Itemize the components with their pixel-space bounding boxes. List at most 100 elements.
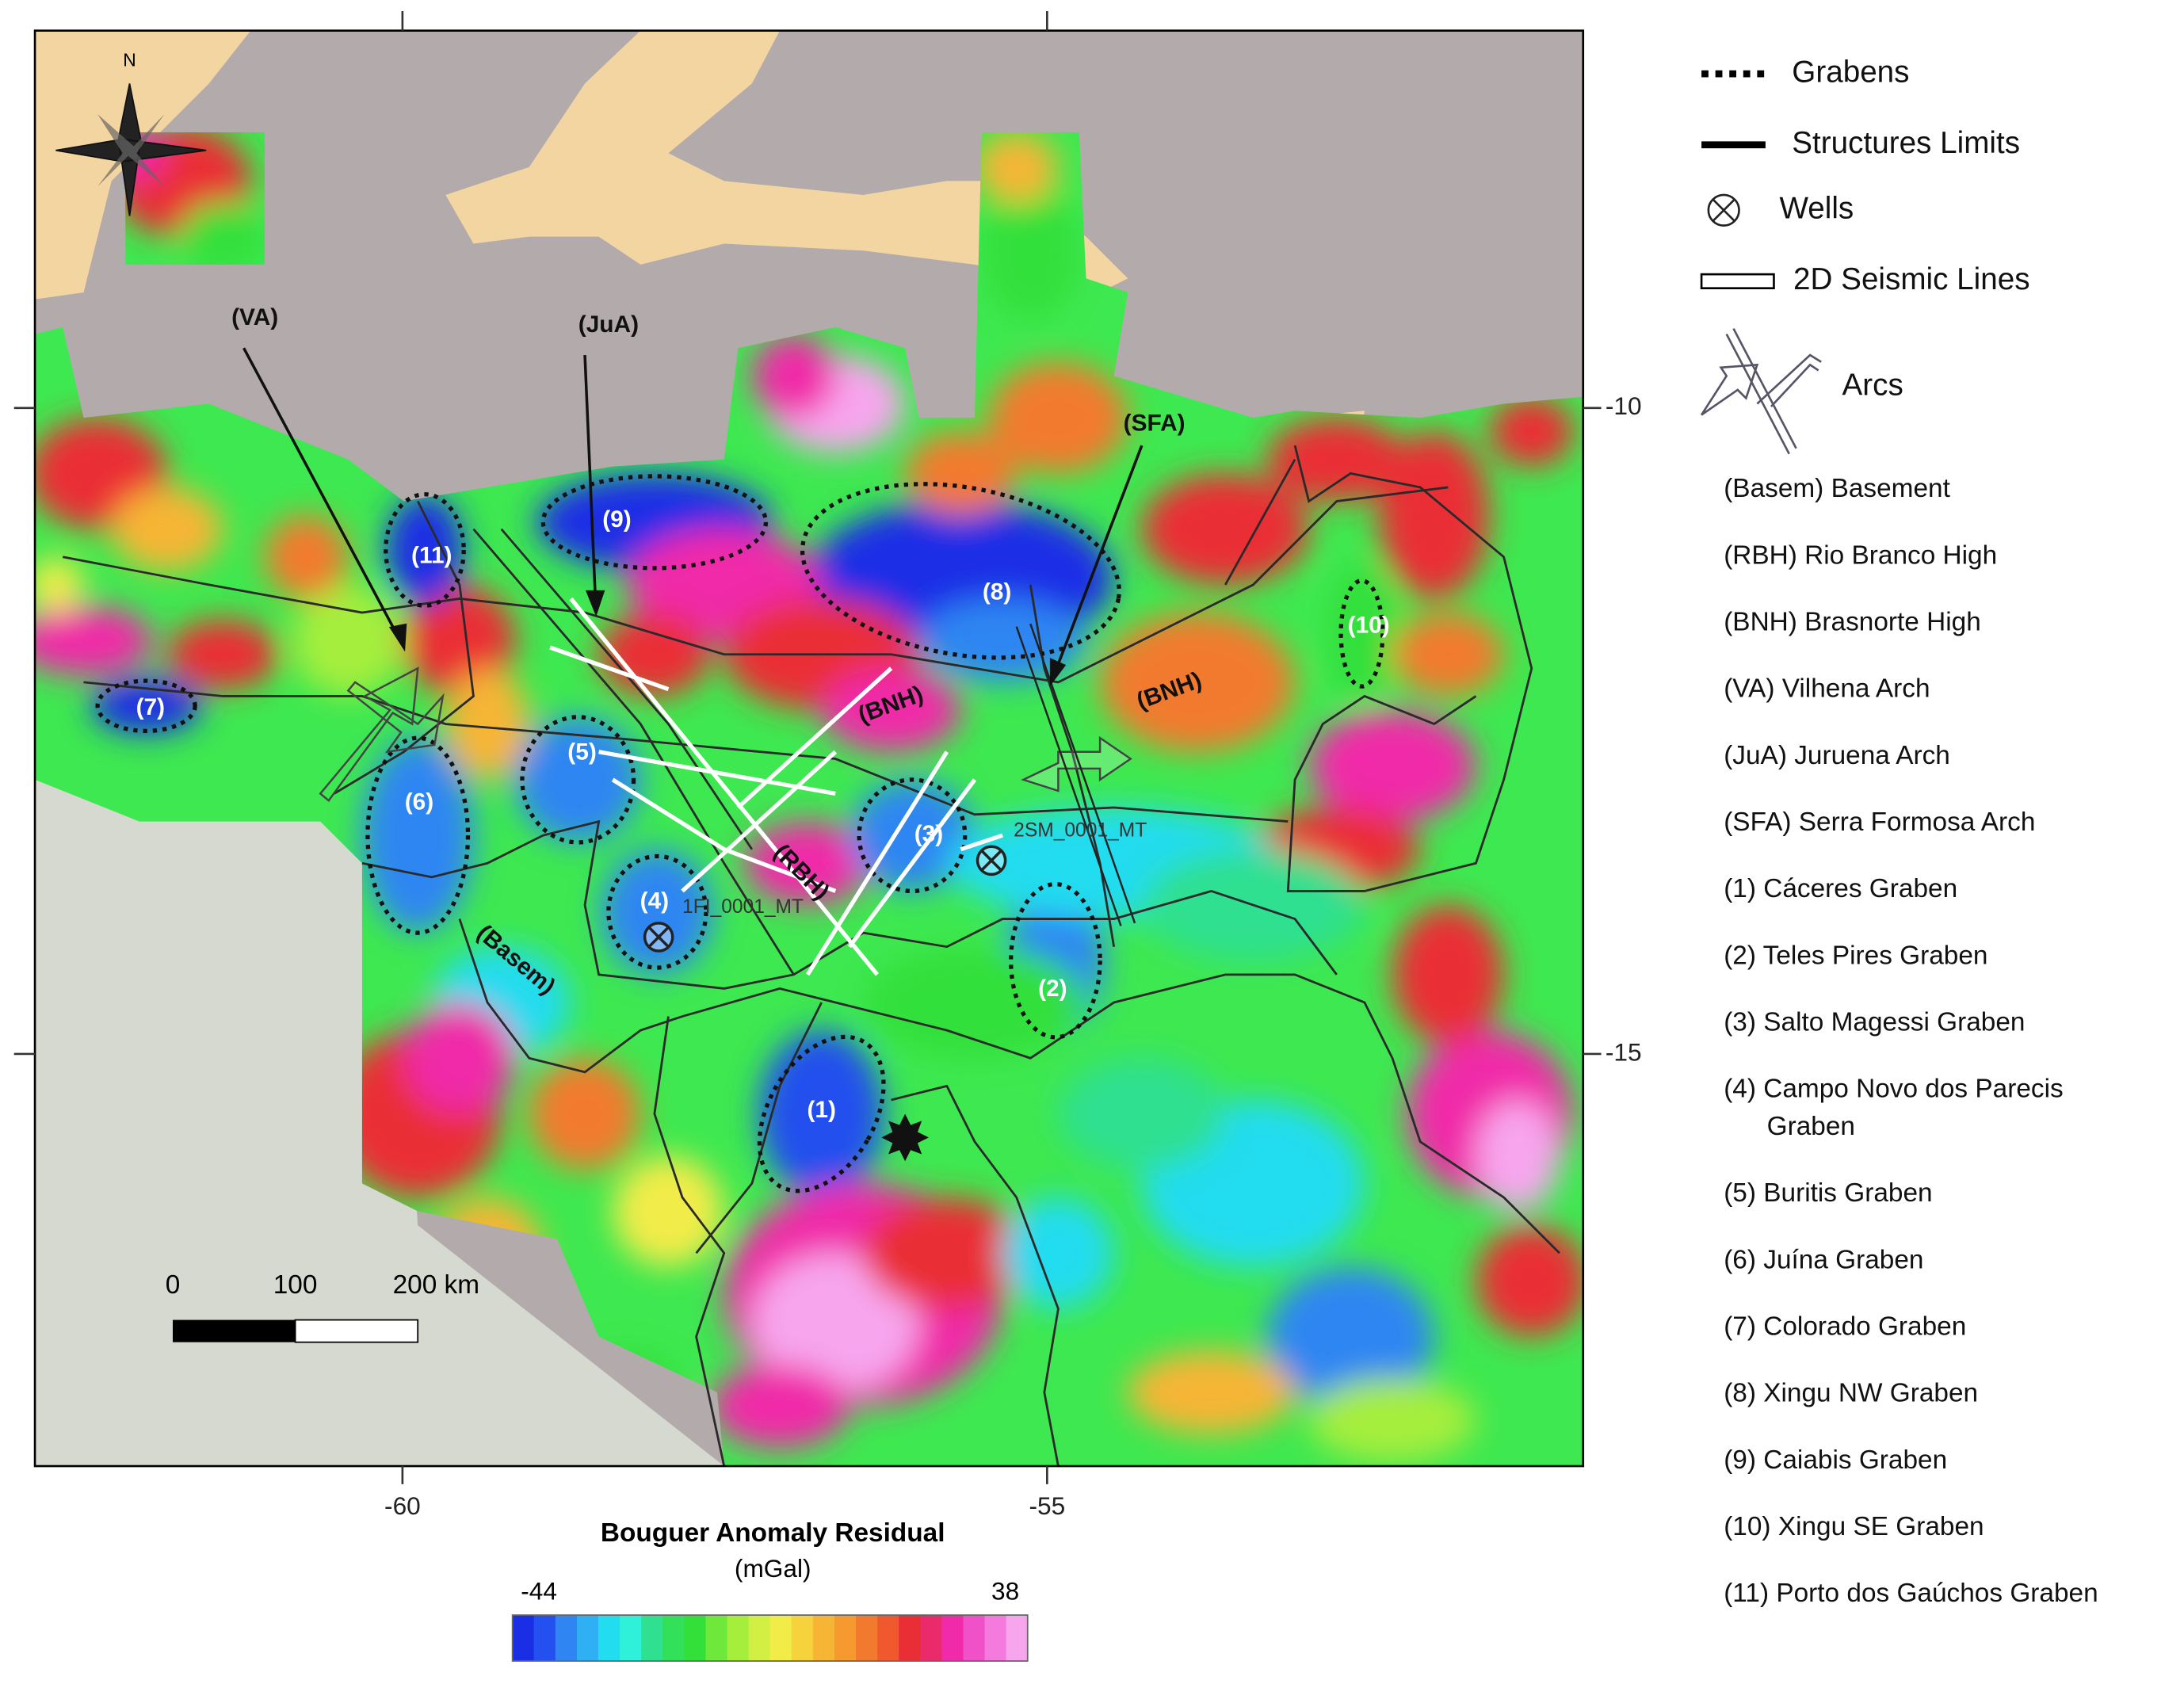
colorbar-cell — [791, 1615, 814, 1662]
well-label: 2SM_0001_MT — [1014, 819, 1147, 841]
scale-label: 100 — [273, 1270, 318, 1300]
map-shape — [960, 833, 1003, 852]
map-shape — [294, 1319, 419, 1343]
anomaly-blob — [361, 738, 474, 934]
map-shape — [606, 853, 708, 970]
graben-label: (2) — [1038, 976, 1067, 1002]
map-shape — [1224, 459, 1296, 586]
graben-label: (7) — [136, 694, 166, 720]
anomaly-blob — [1476, 1225, 1583, 1337]
arc-pointers — [242, 347, 1144, 687]
scale-label: 0 — [166, 1270, 181, 1300]
anomaly-blob — [35, 605, 154, 676]
map-shape — [384, 492, 466, 608]
colorbar-cell — [620, 1615, 643, 1662]
map-shape — [520, 715, 636, 845]
anomaly-blob — [1266, 418, 1407, 502]
anomaly-blob — [745, 821, 871, 906]
anomaly-blob — [1266, 1266, 1434, 1407]
colorbar-max: 38 — [991, 1576, 1019, 1605]
land-tan — [35, 30, 251, 300]
graben-label: (4) — [640, 888, 670, 914]
arc-label: (JuA) — [578, 311, 639, 338]
anomaly-blob — [613, 1155, 724, 1267]
star-marker — [881, 1113, 930, 1162]
anomaly-blob — [181, 201, 265, 272]
map-shape — [1286, 445, 1533, 892]
anomaly-blob — [1392, 905, 1504, 1044]
map-shape — [361, 819, 1338, 990]
anomaly-blob — [1308, 1378, 1476, 1462]
legend-abbreviation: (VA) Vilhena Arch — [1724, 674, 1930, 704]
anomaly-blob — [1490, 396, 1574, 467]
well-label: 1FI_0001_MT — [682, 896, 804, 918]
colorbar-cell — [877, 1615, 900, 1662]
anomaly-blob — [821, 668, 961, 752]
map-shape — [458, 918, 836, 1074]
seismic-lines — [549, 597, 1003, 976]
colorbar-cell — [856, 1615, 879, 1662]
colorbar-min: -44 — [521, 1576, 557, 1605]
map-shape — [611, 777, 837, 893]
anomaly-blob — [751, 1253, 919, 1392]
map-shape — [834, 973, 1560, 1254]
map-shape — [1707, 193, 1740, 227]
anomaly-blob — [166, 619, 279, 689]
anomaly-blob — [292, 584, 404, 697]
map-shape — [1338, 579, 1385, 689]
map-shape — [585, 590, 605, 617]
legend-abbreviation: (1) Cáceres Graben — [1724, 874, 1957, 903]
map-shape: 0 100 200 km — [166, 1270, 479, 1300]
graben-label: (8) — [983, 579, 1012, 605]
anomaly-blob — [1128, 1350, 1296, 1434]
legend-label: 2D Seismic Lines — [1793, 262, 2030, 296]
map-shape — [805, 750, 949, 976]
map-shape — [334, 500, 475, 795]
map-shape — [242, 347, 406, 648]
anomaly-blob — [710, 1364, 850, 1449]
colorbar-cell — [727, 1615, 750, 1662]
anomaly-blob — [385, 494, 464, 606]
graben-label: (10) — [1348, 613, 1390, 639]
map-shape: (Basem) Basement (RBH) Rio Branco High (BN… — [1724, 474, 2098, 1608]
anomaly-blob — [1378, 431, 1491, 599]
anomaly-blob — [1141, 473, 1309, 585]
legend-label: Arcs — [1842, 368, 1903, 403]
colorbar-cell — [684, 1615, 707, 1662]
anomaly-blob — [1002, 1197, 1114, 1309]
lon-tick-label: -55 — [1029, 1491, 1065, 1520]
map-shape — [1049, 658, 1067, 687]
colorbar-cell — [812, 1615, 835, 1662]
anomaly-blob — [758, 1030, 884, 1197]
legend: Grabens Structures Limits Wells 2D Seism… — [1700, 55, 2098, 1608]
legend-abbreviation: (5) Buritis Graben — [1724, 1178, 1932, 1208]
arc-label: (SFA) — [1124, 410, 1186, 437]
graben-label: (11) — [411, 543, 452, 569]
map-shape — [681, 750, 838, 893]
land-tan — [445, 30, 1128, 292]
map-shape — [346, 681, 445, 754]
anomaly-blob — [35, 556, 84, 613]
colorbar-cell — [899, 1615, 922, 1662]
colorbar-cell — [1006, 1615, 1029, 1662]
anomaly-blob — [601, 849, 713, 975]
legend-abbreviation: (9) Caiabis Graben — [1724, 1445, 1947, 1475]
legend-abbreviation: (8) Xingu NW Graben — [1724, 1379, 1978, 1408]
legend-abbreviation: (7) Colorado Graben — [1724, 1312, 1966, 1342]
map-shape — [857, 777, 968, 894]
map-shape — [83, 681, 1289, 823]
map-shape — [891, 1084, 1060, 1467]
map-shape — [653, 1016, 726, 1467]
anomaly-blob — [849, 779, 975, 892]
anomaly-blob — [988, 361, 1128, 474]
map-shape — [172, 1319, 296, 1342]
map-shape — [1009, 882, 1102, 1040]
map-shape — [1700, 328, 1819, 455]
map-shape: (1) (2) (3) (4) (5) (6) (7) (8) (9) (10) (11) — [136, 506, 1390, 1123]
map-shape — [1700, 273, 1775, 290]
anomaly-blob — [1392, 613, 1504, 697]
colorbar-unit: (mGal) — [735, 1554, 811, 1583]
colorbar-title: Bouguer Anomaly Residual — [601, 1518, 945, 1548]
lat-tick-label: -15 — [1606, 1037, 1642, 1066]
